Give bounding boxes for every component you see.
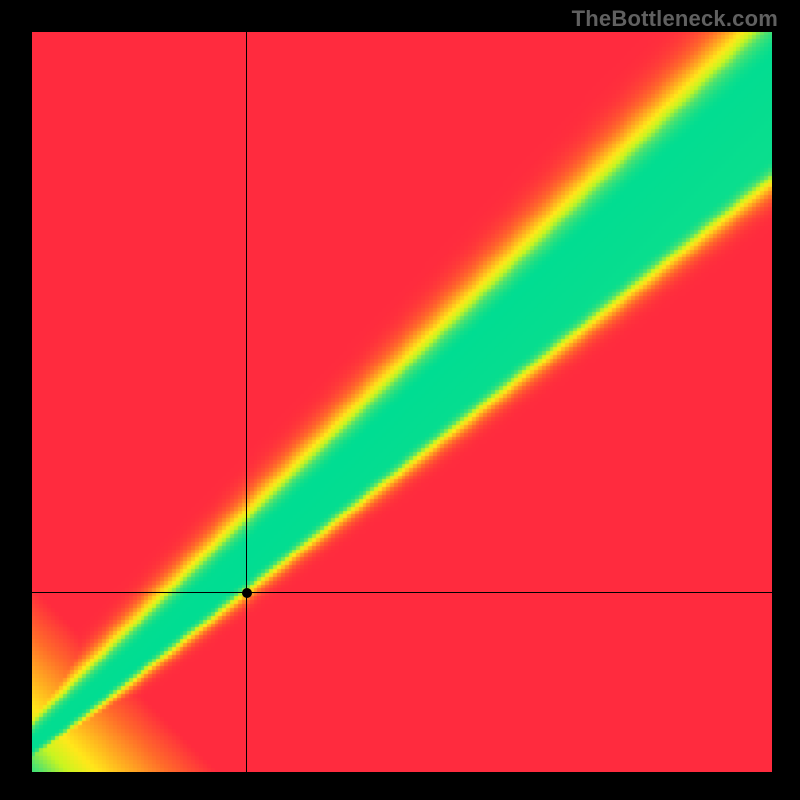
crosshair-horizontal: [32, 592, 772, 593]
crosshair-vertical: [246, 32, 247, 772]
crosshair-dot: [242, 588, 252, 598]
heatmap-plot: [32, 32, 772, 772]
heatmap-canvas: [32, 32, 772, 772]
outer-frame: TheBottleneck.com: [0, 0, 800, 800]
watermark-text: TheBottleneck.com: [572, 6, 778, 32]
